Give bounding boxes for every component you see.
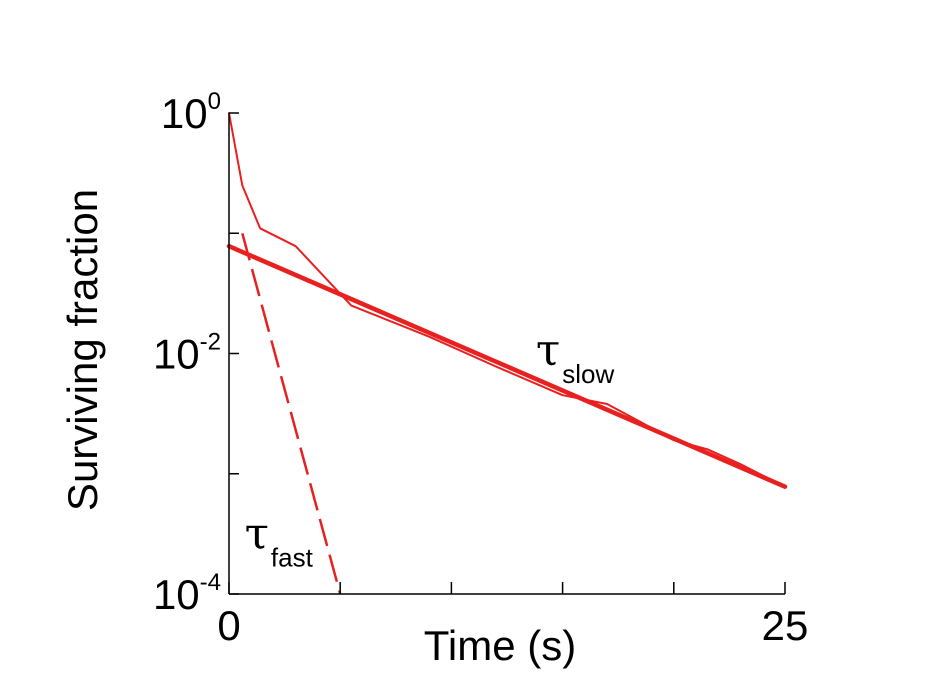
series-layer	[226, 112, 788, 595]
data-curve	[228, 112, 786, 488]
slow-fit-line	[226, 243, 788, 489]
y-tick-label: 100	[161, 88, 221, 137]
tau-slow-label: τslow	[536, 325, 615, 389]
y-tick-label: 10-4	[153, 569, 221, 618]
x-tick-label: 25	[762, 602, 809, 649]
y-tick-label: 10-2	[153, 329, 221, 378]
ticks-layer: 0 25 100 10-2 10-4	[153, 88, 808, 649]
tau-fast-label: τfast	[245, 508, 314, 572]
x-axis-title: Time (s)	[424, 622, 576, 669]
y-axis-title: Surviving fraction	[59, 189, 106, 511]
x-tick-label: 0	[217, 602, 240, 649]
fast-fit-line	[241, 232, 342, 595]
axes-layer	[228, 113, 785, 595]
annotation-layer: τslow τfast	[245, 325, 615, 572]
